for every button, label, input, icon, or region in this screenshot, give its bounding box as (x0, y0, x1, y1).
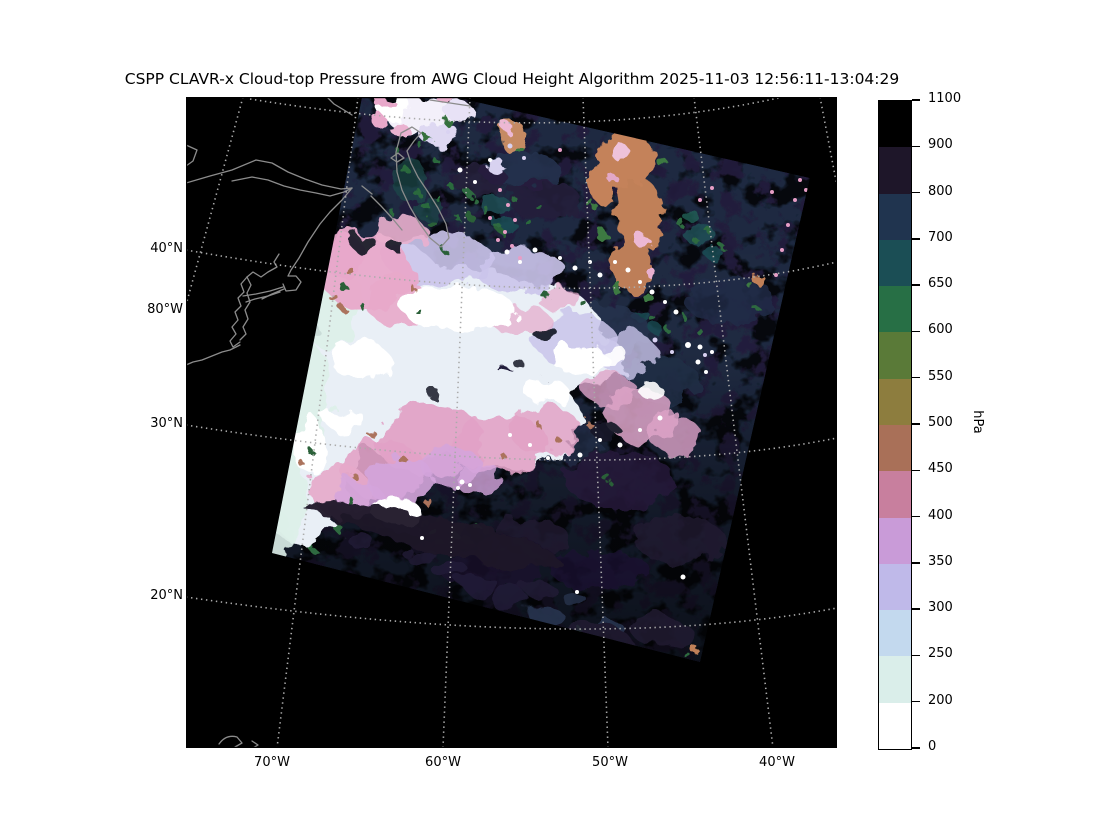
colorbar-tick-label: 1100 (928, 91, 962, 106)
colorbar-tick-label: 550 (928, 368, 953, 384)
coastlines (186, 97, 471, 748)
axes-frame (186, 97, 837, 748)
colorbar-tick-mark (912, 562, 920, 564)
colorbar-tick-label: 700 (928, 229, 953, 245)
colorbar-unit-label: hPa (970, 410, 985, 434)
left-axis-tick-label: 30°N (150, 416, 183, 431)
colorbar-tick-mark (912, 145, 920, 148)
colorbar-segment-200-250 (879, 656, 911, 703)
colorbar-segment-350-400 (879, 517, 911, 564)
map-plot (186, 97, 837, 748)
colorbar-tick-label: 200 (928, 692, 953, 708)
colorbar-segment-250-300 (879, 610, 911, 657)
colorbar (878, 100, 912, 750)
colorbar-tick-mark (912, 654, 920, 657)
colorbar-segment-450-500 (879, 424, 911, 472)
colorbar-segment-550-600 (879, 332, 911, 379)
colorbar-tick-label: 350 (928, 553, 953, 569)
colorbar-segment-300-350 (879, 563, 911, 611)
colorbar-tick-label: 800 (928, 183, 953, 199)
colorbar-tick-label: 650 (928, 276, 953, 292)
colorbar-tick-mark (912, 191, 920, 194)
colorbar-segment-900-1100 (879, 101, 911, 148)
bottom-axis-tick-label: 40°W (759, 755, 795, 770)
bottom-axis-tick-label: 60°W (425, 755, 461, 770)
graticule-gridlines (186, 97, 837, 748)
colorbar-tick-mark (912, 747, 920, 749)
colorbar-segment-650-700 (879, 239, 911, 287)
colorbar-tick-mark (912, 330, 920, 333)
satellite-swath-data (272, 97, 810, 662)
colorbar-segment-500-550 (879, 378, 911, 425)
colorbar-tick-label: 250 (928, 646, 953, 662)
colorbar-tick-mark (912, 423, 920, 425)
colorbar-tick-mark (912, 99, 920, 101)
cloud-speckles (420, 130, 808, 657)
figure-title: CSPP CLAVR-x Cloud-top Pressure from AWG… (124, 70, 900, 88)
colorbar-tick-mark (912, 515, 920, 518)
colorbar-tick-label: 300 (928, 600, 953, 616)
left-axis-tick-label: 20°N (150, 588, 183, 603)
colorbar-segment-700-800 (879, 193, 911, 240)
left-axis-tick-label: 40°N (150, 241, 183, 256)
colorbar-segment-600-650 (879, 286, 911, 333)
colorbar-segment-0-200 (879, 702, 911, 749)
dark-band-below-mass (300, 500, 560, 568)
colorbar-tick-mark (912, 238, 920, 240)
bottom-axis-tick-label: 70°W (254, 755, 290, 770)
colorbar-tick-label: 0 (928, 739, 937, 754)
colorbar-tick-label: 900 (928, 137, 953, 153)
colorbar-tick-mark (912, 608, 920, 610)
colorbar-tick-mark (912, 469, 920, 472)
colorbar-tick-mark (912, 376, 920, 379)
colorbar-tick-label: 400 (928, 507, 953, 523)
bottom-axis-tick-label: 50°W (592, 755, 628, 770)
colorbar-tick-label: 600 (928, 322, 953, 338)
colorbar-segment-800-900 (879, 147, 911, 194)
colorbar-tick-label: 500 (928, 415, 953, 430)
top-white-cloud (371, 97, 505, 172)
colorbar-tick-mark (912, 700, 920, 703)
salmon-cloud-blob (500, 101, 763, 654)
colorbar-segment-400-450 (879, 471, 911, 518)
colorbar-tick-mark (912, 284, 920, 286)
left-axis-tick-label: 80°W (147, 302, 183, 317)
colorbar-tick-label: 450 (928, 461, 953, 477)
